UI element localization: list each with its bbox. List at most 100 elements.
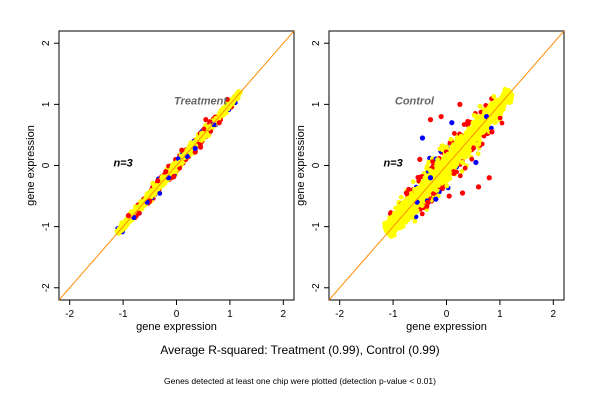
- data-point-red: [163, 169, 169, 175]
- data-point-yellow: [401, 199, 407, 205]
- data-point-red: [224, 96, 230, 103]
- y-tick-label: -1: [41, 222, 52, 231]
- data-point-yellow: [205, 124, 212, 131]
- data-point-red: [425, 199, 431, 205]
- x-tick-label: -1: [389, 309, 398, 320]
- data-point-red: [216, 120, 222, 126]
- data-point-yellow: [197, 136, 204, 142]
- data-point-red: [475, 184, 482, 190]
- data-point-blue: [131, 214, 137, 221]
- data-point-red: [125, 213, 132, 219]
- panel-title: Control: [395, 95, 435, 107]
- data-point-blue: [427, 175, 434, 181]
- x-tick-label: 2: [551, 309, 557, 320]
- data-point-red: [446, 193, 452, 199]
- x-axis-label: gene expression: [406, 321, 487, 333]
- data-point-red: [465, 120, 471, 126]
- data-point-yellow: [422, 175, 428, 181]
- data-point-red: [197, 144, 204, 150]
- data-point-red: [459, 190, 466, 196]
- data-point-yellow: [387, 224, 394, 230]
- y-tick-label: 0: [41, 162, 52, 168]
- y-tick-label: 0: [311, 162, 322, 168]
- series-red: [125, 96, 230, 219]
- data-point-red: [427, 117, 434, 123]
- data-point-red: [438, 113, 444, 120]
- x-tick-label: 0: [444, 309, 450, 320]
- data-point-yellow: [475, 141, 482, 147]
- data-point-yellow: [443, 144, 450, 150]
- x-tick-label: 1: [497, 309, 503, 320]
- data-point-red: [136, 210, 142, 216]
- x-tick-label: 2: [281, 309, 287, 320]
- data-point-yellow: [497, 110, 503, 117]
- y-axis-label: gene expression: [295, 125, 307, 206]
- data-point-yellow: [454, 135, 460, 141]
- data-point-yellow: [173, 161, 180, 167]
- y-tick-label: -2: [41, 283, 52, 292]
- plot-area: [329, 31, 564, 300]
- data-point-blue: [483, 113, 490, 120]
- panel-treatment: -2 -1 0 1 2 -2 -1 0 1 2 gene expression gene expres…: [25, 30, 295, 333]
- identity-line: [59, 31, 294, 300]
- data-point-blue: [433, 196, 439, 202]
- y-tick-label: -1: [311, 222, 322, 231]
- panel-control: -2 -1 0 1 2 -2 -1 0 1 2 gene expression gene expres…: [295, 30, 565, 333]
- data-point-yellow: [229, 99, 236, 106]
- data-point-blue: [419, 135, 426, 141]
- y-tick-label: -2: [311, 283, 322, 292]
- data-point-blue: [184, 153, 190, 159]
- y-tick-label: 1: [311, 101, 322, 107]
- data-point-yellow: [486, 104, 492, 111]
- data-point-red: [417, 156, 423, 162]
- x-tick-label: -1: [119, 309, 128, 320]
- data-point-red: [171, 173, 177, 180]
- x-tick-label: -2: [335, 309, 344, 320]
- y-tick-label: 1: [41, 101, 52, 107]
- data-point-yellow: [133, 206, 140, 213]
- data-point-yellow: [125, 219, 132, 225]
- data-point-yellow: [459, 159, 466, 166]
- data-point-blue: [144, 199, 150, 205]
- data-point-red: [192, 149, 198, 155]
- data-point-blue: [211, 121, 217, 128]
- data-point-blue: [473, 159, 479, 166]
- series-red: [403, 101, 495, 205]
- data-point-yellow: [117, 225, 124, 231]
- y-tick-label: 2: [311, 40, 322, 46]
- data-point-red: [489, 129, 495, 135]
- panel-title: Treatment: [174, 95, 228, 107]
- data-point-yellow: [235, 91, 241, 97]
- data-point-red: [457, 101, 463, 107]
- data-point-yellow: [221, 106, 228, 112]
- plot-area: [59, 31, 294, 300]
- data-point-yellow: [149, 192, 156, 198]
- data-point-red: [155, 178, 161, 184]
- y-tick-label: 2: [41, 40, 52, 46]
- caption-sub: Genes detected at least one chip were pl…: [164, 376, 436, 386]
- data-point-red: [203, 117, 209, 123]
- n-annotation: n=3: [383, 158, 402, 170]
- x-axis-label: gene expression: [136, 321, 217, 333]
- data-point-red: [486, 175, 492, 181]
- x-tick-label: -2: [65, 309, 74, 320]
- point-cloud: [382, 86, 515, 239]
- data-point-blue: [165, 175, 172, 181]
- x-tick-label: 1: [227, 309, 233, 320]
- x-tick-label: 0: [174, 309, 180, 320]
- data-point-blue: [449, 120, 455, 126]
- data-point-red: [179, 147, 185, 153]
- n-annotation: n=3: [113, 158, 132, 170]
- data-point-blue: [192, 145, 198, 151]
- data-point-blue: [414, 199, 420, 205]
- series-yellow: [387, 92, 511, 230]
- data-point-red: [403, 190, 410, 196]
- data-point-yellow: [433, 187, 439, 193]
- caption-main: Average R-squared: Treatment (0.99), Con…: [160, 343, 440, 357]
- data-point-yellow: [470, 120, 476, 126]
- data-point-yellow: [443, 178, 450, 184]
- data-point-yellow: [411, 208, 418, 214]
- identity-line: [329, 31, 564, 300]
- y-axis-label: gene expression: [25, 125, 37, 206]
